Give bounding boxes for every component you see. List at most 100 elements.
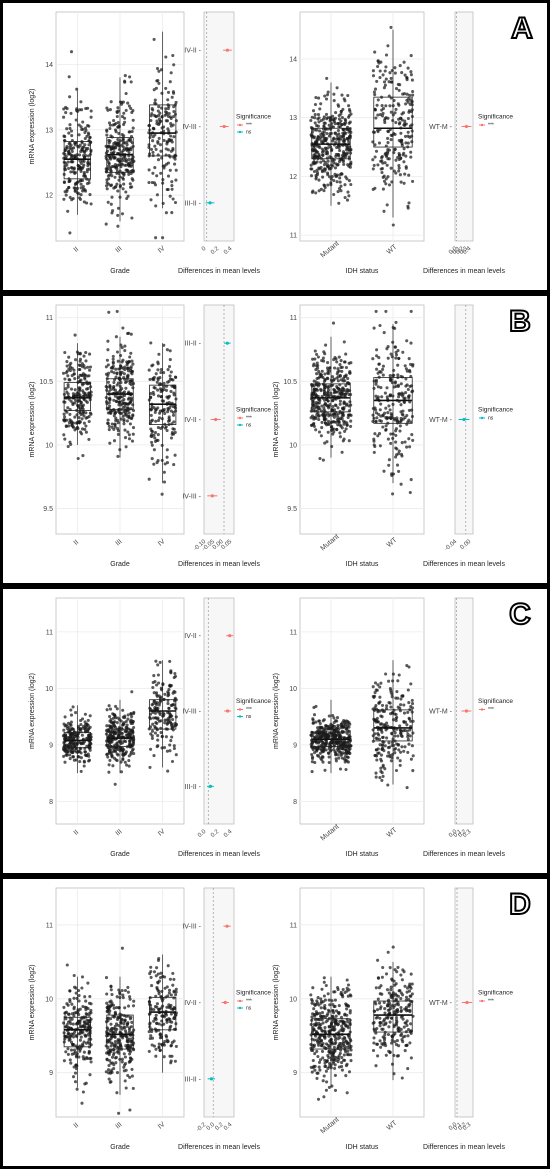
data-point	[114, 121, 118, 126]
data-point	[127, 104, 131, 108]
data-point	[107, 1063, 111, 1068]
data-point	[150, 440, 154, 444]
data-point	[167, 688, 171, 692]
data-point	[112, 427, 116, 431]
data-point	[327, 755, 331, 759]
data-point	[347, 108, 352, 112]
data-point	[116, 1023, 120, 1027]
data-point	[397, 88, 401, 92]
data-point	[339, 378, 343, 382]
data-point	[382, 86, 386, 90]
data-point	[150, 736, 154, 740]
data-point	[322, 350, 326, 354]
data-point	[152, 691, 156, 695]
data-point	[86, 159, 90, 164]
data-point	[315, 1038, 319, 1042]
data-point	[310, 1015, 314, 1019]
data-point	[114, 367, 118, 371]
data-point	[372, 450, 376, 454]
data-point	[166, 407, 170, 412]
data-point	[386, 437, 390, 441]
data-point	[338, 148, 342, 153]
data-point	[382, 331, 386, 335]
data-point	[389, 412, 393, 416]
y-axis-label: mRNA expression (log2)	[29, 965, 36, 1041]
data-point	[131, 1086, 135, 1090]
data-point	[153, 436, 157, 440]
data-point	[163, 718, 167, 722]
data-point	[171, 717, 175, 722]
data-point	[391, 753, 395, 757]
data-point	[173, 200, 178, 205]
data-point	[88, 411, 92, 415]
data-point	[313, 357, 317, 361]
data-point	[83, 720, 87, 724]
data-point	[83, 1057, 87, 1061]
data-point	[109, 387, 113, 392]
data-point	[73, 171, 77, 175]
data-point	[386, 783, 390, 787]
data-point	[78, 352, 82, 356]
data-point	[331, 413, 335, 417]
data-point	[380, 395, 384, 399]
data-point	[321, 1021, 325, 1025]
data-point	[61, 734, 66, 738]
data-point	[113, 422, 117, 426]
data-point	[84, 126, 88, 130]
data-point	[407, 173, 411, 177]
data-point	[344, 119, 348, 123]
data-point	[123, 80, 127, 84]
data-point	[166, 98, 170, 102]
data-point	[337, 140, 341, 144]
data-point	[311, 717, 315, 721]
data-point	[156, 79, 160, 83]
x-tick-label: 0.0	[197, 829, 208, 839]
data-point	[161, 236, 165, 240]
data-point	[117, 124, 121, 128]
data-point	[154, 691, 159, 695]
data-point	[312, 403, 316, 407]
y-tick-label: 11	[290, 315, 297, 322]
data-point	[153, 724, 157, 729]
data-point	[167, 991, 171, 995]
data-point	[105, 358, 109, 362]
data-point	[377, 362, 381, 366]
data-point	[109, 717, 113, 721]
data-point	[326, 361, 330, 365]
data-point	[109, 202, 113, 206]
data-point	[71, 392, 75, 396]
data-point	[330, 1041, 334, 1045]
data-point	[380, 170, 384, 175]
data-point	[116, 106, 120, 110]
y-tick-label: 14	[289, 56, 297, 63]
data-point	[333, 366, 337, 370]
data-point	[73, 1030, 77, 1034]
data-point	[155, 721, 159, 725]
data-point	[329, 1022, 334, 1026]
x-axis-label: Differences in mean levels	[178, 268, 260, 275]
data-point	[375, 737, 379, 741]
data-point	[398, 728, 402, 732]
data-point	[397, 392, 401, 396]
data-point	[66, 1012, 71, 1016]
data-point	[403, 396, 407, 400]
data-point	[384, 53, 389, 57]
data-point	[349, 160, 353, 164]
data-point	[398, 116, 403, 120]
data-point	[66, 209, 70, 213]
data-point	[409, 150, 413, 154]
data-point	[401, 111, 406, 115]
data-point	[397, 673, 401, 677]
data-point	[313, 1068, 317, 1072]
data-point	[115, 752, 119, 756]
data-point	[336, 367, 340, 371]
data-point	[161, 408, 165, 412]
x-tick-label: III	[115, 245, 124, 254]
data-point	[130, 129, 134, 134]
data-point	[161, 201, 165, 205]
data-point	[116, 213, 120, 217]
data-point	[321, 458, 325, 462]
data-point	[371, 694, 375, 698]
data-point	[318, 145, 322, 150]
